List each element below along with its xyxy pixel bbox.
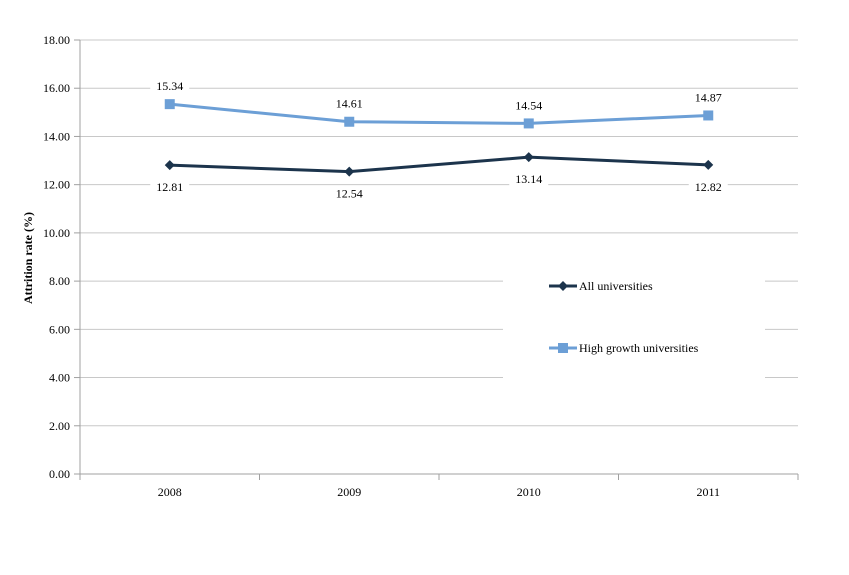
y-tick-label: 14.00 <box>43 129 70 143</box>
data-label-bg <box>509 97 549 114</box>
data-point <box>523 152 534 163</box>
data-point <box>523 118 534 129</box>
data-label-bg <box>150 78 190 95</box>
data-point <box>703 110 714 121</box>
legend-box <box>503 258 765 378</box>
data-label-bg <box>329 95 369 112</box>
data-label: 12.82 <box>695 180 722 194</box>
y-tick-label: 8.00 <box>49 274 70 288</box>
series-line <box>169 155 709 174</box>
series-high-growth-universities: 15.34 14.61 14.54 14.87 <box>150 78 728 129</box>
gridlines <box>80 39 798 427</box>
legend-marker <box>558 281 568 291</box>
x-tick-labels: 2008 2009 2010 2011 <box>158 485 720 499</box>
y-tick-label: 6.00 <box>49 322 70 336</box>
y-tick-label: 4.00 <box>49 371 70 385</box>
data-label-bg <box>688 178 728 195</box>
series-all-universities: 12.81 12.54 13.14 12.82 <box>150 152 728 202</box>
data-label: 12.54 <box>336 187 363 201</box>
data-label: 14.87 <box>695 90 722 104</box>
data-label-bg <box>329 185 369 202</box>
data-point <box>344 116 355 127</box>
legend-marker <box>558 343 568 353</box>
data-label: 14.61 <box>336 97 363 111</box>
axes <box>74 39 799 480</box>
y-axis-label: Attrition rate (%) <box>21 212 35 304</box>
data-label: 12.81 <box>156 180 183 194</box>
legend-label: All universities <box>579 279 653 293</box>
data-label: 15.34 <box>156 79 183 93</box>
legend-item: High growth universities <box>549 341 699 355</box>
data-label-bg <box>150 179 190 196</box>
legend-item: All universities <box>549 279 653 293</box>
data-label-bg <box>509 171 549 188</box>
data-point <box>164 99 175 110</box>
series-line <box>169 102 709 125</box>
legend: All universities High growth universities <box>503 258 765 378</box>
y-tick-label: 10.00 <box>43 226 70 240</box>
data-label-bg <box>688 89 728 106</box>
y-tick-labels: 0.00 2.00 4.00 6.00 8.00 10.00 12.00 14.00 16.00… <box>43 33 70 481</box>
y-tick-label: 0.00 <box>49 467 70 481</box>
x-tick-label: 2011 <box>696 485 720 499</box>
legend-label: High growth universities <box>579 341 699 355</box>
y-tick-label: 12.00 <box>43 178 70 192</box>
y-tick-label: 2.00 <box>49 419 70 433</box>
series-layer: 12.81 12.54 13.14 12.82 15.34 14.61 14.54 14.87 <box>150 78 728 202</box>
data-label: 14.54 <box>515 98 542 112</box>
data-point <box>164 160 175 171</box>
y-tick-label: 16.00 <box>43 81 70 95</box>
data-label: 13.14 <box>515 172 542 186</box>
x-tick-label: 2009 <box>337 485 361 499</box>
x-tick-label: 2008 <box>158 485 182 499</box>
y-tick-label: 18.00 <box>43 33 70 47</box>
x-tick-label: 2010 <box>517 485 541 499</box>
data-point <box>344 166 355 177</box>
data-point <box>703 159 714 170</box>
